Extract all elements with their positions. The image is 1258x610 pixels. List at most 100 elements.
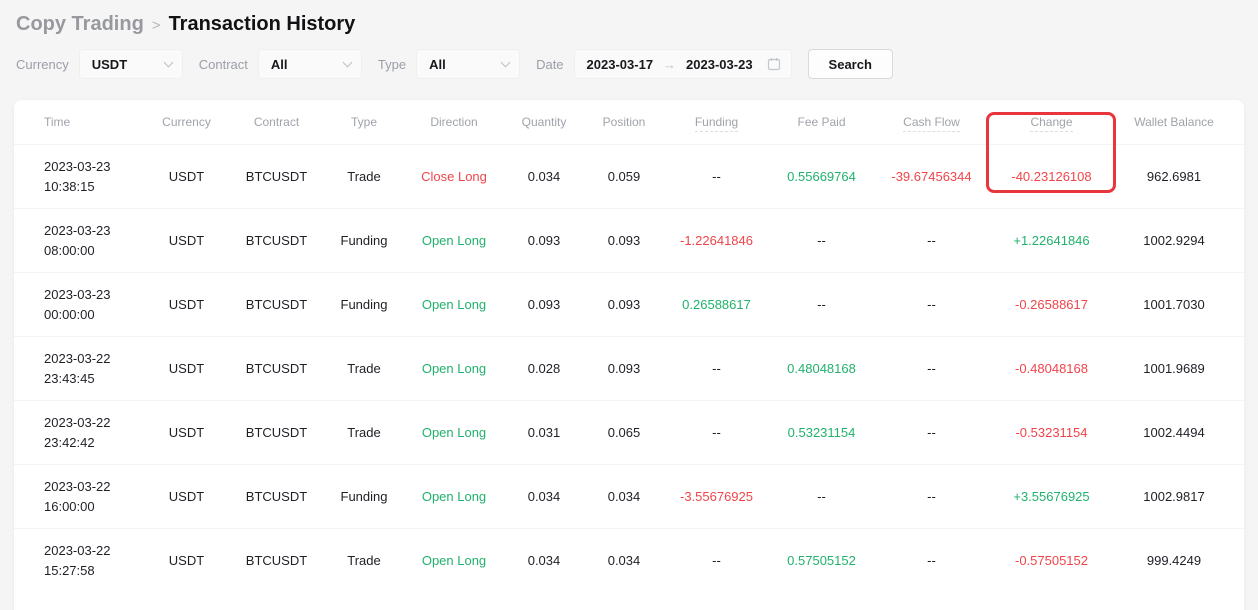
col-cash-flow[interactable]: Cash Flow	[874, 115, 989, 132]
type-select[interactable]: All	[416, 49, 521, 79]
cell-quantity: 0.028	[527, 361, 561, 376]
col-funding[interactable]: Funding	[664, 115, 769, 132]
cell-time-clock: 08:00:00	[44, 242, 95, 258]
contract-select-value: All	[270, 56, 288, 72]
table-row: 2023-03-22 15:27:58 USDT BTCUSDT Trade O…	[14, 528, 1244, 592]
col-time-label: Time	[44, 115, 71, 129]
cell-time: 2023-03-23 00:00:00	[14, 285, 144, 325]
cell-direction: Open Long	[404, 233, 504, 248]
filter-bar: Currency USDT Contract All Type All Date…	[16, 49, 1258, 79]
contract-label: Contract	[198, 56, 248, 72]
col-currency-label: Currency	[162, 115, 211, 129]
fee-paid-value: 0.55669764	[787, 169, 856, 184]
cell-time-clock: 23:42:42	[44, 434, 95, 450]
cell-time: 2023-03-22 16:00:00	[14, 477, 144, 517]
contract-select[interactable]: All	[257, 49, 362, 79]
cell-change: +3.55676925	[989, 489, 1114, 504]
cell-cash-flow: --	[874, 425, 989, 440]
col-direction-label: Direction	[430, 115, 478, 129]
cell-change: -0.53231154	[989, 425, 1114, 440]
cell-direction: Open Long	[404, 361, 504, 376]
cell-time: 2023-03-23 08:00:00	[14, 221, 144, 261]
type-label: Type	[377, 56, 407, 72]
calendar-icon[interactable]	[767, 57, 781, 71]
page-title: Transaction History	[168, 13, 356, 35]
cell-fee-paid: --	[769, 297, 874, 312]
cell-fee-paid: 0.55669764	[769, 169, 874, 184]
contract-filter-group: Contract All	[199, 49, 362, 79]
cell-wallet-balance: 1001.9689	[1143, 361, 1205, 376]
cell-time-date: 2023-03-22	[44, 478, 111, 494]
cell-position: 0.059	[607, 169, 641, 184]
fee-paid-value: 0.57505152	[787, 553, 856, 568]
cell-quantity: 0.034	[527, 489, 561, 504]
cash-flow-value: --	[927, 361, 936, 376]
breadcrumb-separator: >	[151, 17, 161, 34]
cell-direction: Open Long	[404, 425, 504, 440]
cell-time-date: 2023-03-22	[44, 542, 111, 558]
cell-cash-flow: --	[874, 361, 989, 376]
fee-paid-value: 0.53231154	[787, 425, 856, 440]
cell-change: -0.48048168	[989, 361, 1114, 376]
change-value: -0.53231154	[1015, 425, 1088, 440]
cell-direction: Close Long	[404, 169, 504, 184]
cell-position: 0.065	[607, 425, 641, 440]
cell-cash-flow: -39.67456344	[874, 169, 989, 184]
date-filter-group: Date 2023-03-17 → 2023-03-23	[536, 49, 792, 79]
cash-flow-value: --	[927, 233, 936, 248]
col-direction: Direction	[404, 115, 504, 129]
cell-funding: --	[664, 553, 769, 568]
funding-value: 0.26588617	[682, 297, 751, 312]
fee-paid-value: --	[817, 233, 826, 248]
cash-flow-value: --	[927, 489, 936, 504]
cell-quantity: 0.031	[527, 425, 561, 440]
cell-currency: USDT	[168, 489, 205, 504]
type-filter-group: Type All	[377, 49, 521, 79]
direction-value: Open Long	[421, 233, 487, 248]
col-position-label: Position	[602, 115, 646, 129]
cell-type: Funding	[340, 233, 388, 248]
change-value: +1.22641846	[1013, 233, 1090, 248]
cell-type: Funding	[340, 297, 388, 312]
cell-funding: 0.26588617	[664, 297, 769, 312]
cell-time-clock: 16:00:00	[44, 498, 95, 514]
chevron-down-icon	[342, 57, 353, 68]
cell-wallet-balance: 1002.4494	[1143, 425, 1205, 440]
direction-value: Open Long	[421, 489, 487, 504]
date-start-value: 2023-03-17	[586, 56, 654, 72]
cell-contract: BTCUSDT	[245, 425, 308, 440]
col-wallet-balance-label: Wallet Balance	[1134, 115, 1214, 129]
date-range-picker[interactable]: 2023-03-17 → 2023-03-23	[573, 49, 792, 79]
cell-quantity: 0.034	[527, 553, 561, 568]
cell-currency: USDT	[168, 361, 205, 376]
chevron-down-icon	[163, 57, 174, 68]
cell-type: Trade	[347, 425, 381, 440]
col-change[interactable]: Change	[989, 115, 1114, 132]
cell-funding: --	[664, 425, 769, 440]
cell-contract: BTCUSDT	[245, 361, 308, 376]
cell-time-clock: 10:38:15	[44, 178, 95, 194]
cell-time-clock: 00:00:00	[44, 306, 95, 322]
cell-currency: USDT	[168, 169, 205, 184]
cell-quantity: 0.034	[527, 169, 561, 184]
direction-value: Open Long	[421, 297, 487, 312]
cell-fee-paid: --	[769, 489, 874, 504]
cell-currency: USDT	[168, 553, 205, 568]
cell-contract: BTCUSDT	[245, 169, 308, 184]
search-button[interactable]: Search	[807, 49, 893, 79]
cell-position: 0.093	[607, 361, 641, 376]
col-quantity: Quantity	[504, 115, 584, 129]
cell-funding: -1.22641846	[664, 233, 769, 248]
currency-label: Currency	[16, 56, 69, 72]
currency-select[interactable]: USDT	[78, 49, 183, 79]
col-cash-flow-label: Cash Flow	[903, 115, 960, 132]
cash-flow-value: --	[927, 553, 936, 568]
cell-quantity: 0.093	[527, 297, 561, 312]
breadcrumb-copy-trading[interactable]: Copy Trading	[16, 13, 144, 35]
cell-wallet-balance: 962.6981	[1146, 169, 1202, 184]
col-position: Position	[584, 115, 664, 129]
funding-value: --	[712, 425, 721, 440]
cell-time: 2023-03-22 23:42:42	[14, 413, 144, 453]
col-funding-label: Funding	[694, 115, 739, 132]
